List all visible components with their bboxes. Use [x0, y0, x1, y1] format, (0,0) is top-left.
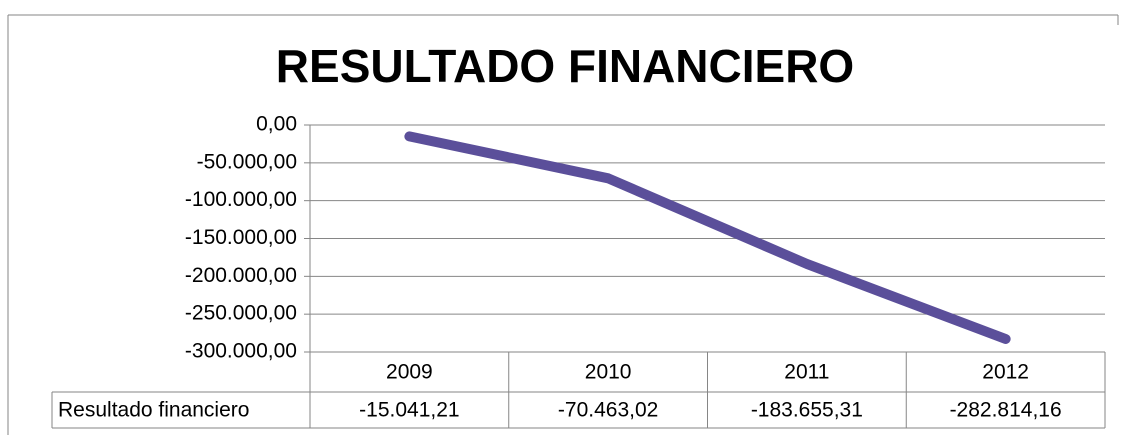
table-series-name: Resultado financiero — [58, 399, 249, 422]
chart-title: RESULTADO FINANCIERO — [276, 40, 854, 92]
table-value: -70.463,02 — [558, 399, 658, 422]
y-tick-label: -250.000,00 — [185, 302, 297, 325]
y-tick-label: -50.000,00 — [197, 150, 297, 173]
table-value: -183.655,31 — [751, 399, 863, 422]
x-tick-label: 2012 — [982, 361, 1029, 384]
table-value: -15.041,21 — [359, 399, 459, 422]
table-value: -282.814,16 — [950, 399, 1062, 422]
y-tick-label: -300.000,00 — [185, 340, 297, 363]
x-tick-label: 2009 — [386, 361, 433, 384]
y-tick-label: -100.000,00 — [185, 188, 297, 211]
series-line — [404, 131, 1011, 344]
y-tick-label: -200.000,00 — [185, 264, 297, 287]
x-tick-label: 2011 — [784, 361, 829, 384]
y-tick-label: -150.000,00 — [185, 226, 297, 249]
y-tick-label: 0,00 — [256, 113, 297, 136]
x-tick-label: 2010 — [585, 361, 632, 384]
